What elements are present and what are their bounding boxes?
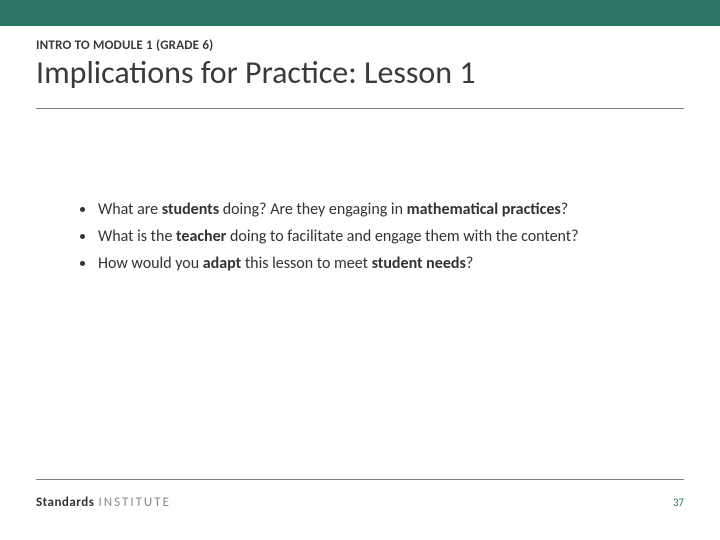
bullet-text: How would you adapt this lesson to meet …: [98, 254, 473, 273]
title-underline: [36, 108, 684, 109]
bullet-text: What are students doing? Are they engagi…: [98, 200, 568, 219]
top-color-band: [0, 0, 720, 26]
bullet-item: What are students doing? Are they engagi…: [96, 200, 656, 221]
brand-light: INSTITUTE: [98, 495, 171, 510]
heading-block: INTRO TO MODULE 1 (GRADE 6) Implications…: [36, 38, 684, 92]
brand-logo-text: Standards INSTITUTE: [36, 495, 171, 510]
slide: INTRO TO MODULE 1 (GRADE 6) Implications…: [0, 0, 720, 540]
footer: Standards INSTITUTE 37: [36, 490, 684, 514]
bullet-item: What is the teacher doing to facilitate …: [96, 227, 656, 248]
page-number: 37: [673, 496, 684, 509]
footer-rule: [36, 479, 684, 480]
bullet-list: What are students doing? Are they engagi…: [96, 200, 656, 280]
bullet-item: How would you adapt this lesson to meet …: [96, 254, 656, 275]
kicker-text: INTRO TO MODULE 1 (GRADE 6): [36, 38, 684, 53]
brand-strong: Standards: [36, 495, 94, 510]
slide-title: Implications for Practice: Lesson 1: [36, 55, 684, 92]
bullet-text: What is the teacher doing to facilitate …: [98, 227, 579, 246]
